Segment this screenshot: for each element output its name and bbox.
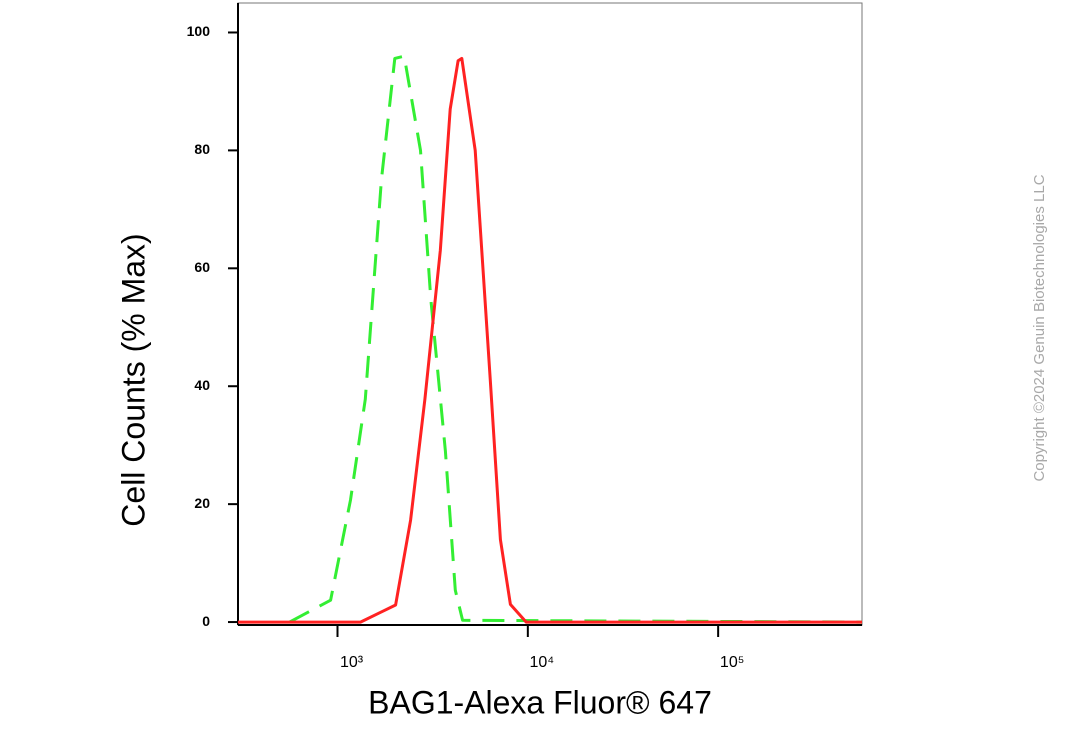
y-tick-label: 20 bbox=[194, 495, 210, 511]
histogram-line bbox=[238, 56, 862, 624]
x-tick-label: 10⁵ bbox=[720, 654, 744, 671]
histogram-line bbox=[288, 54, 863, 624]
y-tick-label: 100 bbox=[187, 23, 211, 39]
y-tick-label: 0 bbox=[202, 613, 210, 629]
copyright: Copyright ©2024 Genuin Biotechnologies L… bbox=[1031, 174, 1048, 481]
plot-frame bbox=[237, 2, 863, 626]
x-tick-label: 10³ bbox=[340, 654, 364, 671]
y-tick-label: 40 bbox=[194, 377, 210, 393]
x-axis-label: BAG1-Alexa Fluor® 647 bbox=[368, 684, 712, 720]
y-tick-label: 80 bbox=[194, 141, 210, 157]
y-tick-label: 60 bbox=[194, 259, 210, 275]
x-tick-label: 10⁴ bbox=[529, 654, 554, 671]
y-axis-label: Cell Counts (% Max) bbox=[115, 233, 151, 526]
